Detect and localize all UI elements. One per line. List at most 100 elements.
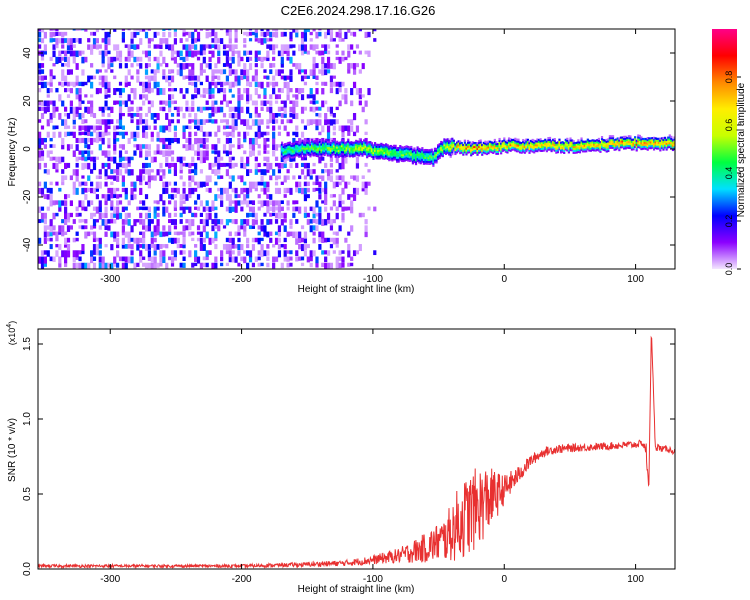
spectrogram-cell [326,169,331,177]
spectrogram-cell [40,29,45,33]
spectrogram-cell [107,194,111,201]
spectrogram-cell [228,38,232,44]
spectrogram-cell [536,144,539,147]
spectrogram-cell [165,187,169,194]
spectrogram-cell [345,147,348,150]
spectrogram-cell [170,94,175,100]
spectrogram-cell [107,106,111,111]
spectrogram-cell [485,141,489,144]
spectrogram-cell [142,256,146,260]
spectrogram-cell [168,81,172,87]
spectrogram-cell [539,138,542,141]
spectrogram-cell [388,149,391,152]
spectrogram-cell [40,194,45,198]
spectrogram-cell [336,142,339,145]
spectrogram-cell [626,144,629,147]
spectrogram-cell [118,106,123,114]
spectrogram-cell [150,69,154,74]
spectrogram-cell [81,100,85,104]
spectrogram-cell [133,113,137,117]
spectrogram-cell [246,94,250,102]
spectrogram-cell [185,206,189,210]
spectrogram-cell [248,56,253,61]
spectrogram-cell [455,149,459,152]
spectrogram-cell [537,146,541,149]
spectrogram-cell [659,141,662,144]
spectrogram-cell [361,141,364,144]
spectrogram-cell [585,146,588,149]
spectrogram-cell [566,143,569,146]
spectrogram-cell [220,38,224,44]
spectrogram-cell [222,113,227,118]
spectrogram-cell [569,141,572,144]
spectrogram-cell [168,100,172,108]
spectrogram-cell [293,142,296,145]
spectrogram-cell [40,206,45,211]
spectrogram-cell [46,88,50,94]
spectrogram-cell [338,81,342,88]
spectrogram-cell [144,31,149,39]
spectrogram-cell [303,175,308,180]
spectrogram-cell [438,145,441,148]
spectrogram-cell [329,237,334,242]
spectrogram-cell [69,175,73,181]
spectrogram-cell [673,144,675,147]
spectrogram-cell [165,125,169,131]
spectrogram-cell [130,169,134,176]
spectrogram-cell [350,146,353,150]
spectrogram-cell [312,154,315,157]
spectrogram-cell [182,125,186,133]
spectrogram-cell [389,158,392,161]
spectrogram-cell [282,149,285,152]
spectrogram-cell [662,140,665,143]
spectrogram-cell [336,154,339,157]
spectrogram-cell [356,142,359,145]
spectrogram-cell [170,156,175,162]
spectrogram-cell [561,146,564,150]
spectrogram-cell [98,206,102,213]
spectrogram-cell [199,50,204,56]
spectrogram-cell [618,141,621,144]
snr-x-axis-label: Height of straight line (km) [298,584,415,595]
spectrogram-cell [116,194,120,199]
spectrogram-cell [364,187,368,195]
spectrogram-cell [414,155,418,158]
spectrogram-cell [355,63,360,68]
spectrogram-cell [283,194,287,198]
spectrogram-cell [81,113,85,119]
spectrogram-cell [569,137,572,140]
spectrogram-cell [583,140,586,143]
spectrogram-cell [191,175,195,183]
spectrogram-cell [217,56,221,64]
spectrogram-cell [597,149,600,152]
spectrogram-cell [176,113,180,117]
spectrogram-cell [314,147,317,151]
spectrogram-cell [498,141,501,144]
spectrogram-cell [254,256,258,262]
spectrogram-cell [46,81,50,86]
spectrogram-cell [214,256,218,263]
spectrogram-cell [118,200,123,205]
spectrogram-cell [257,169,261,173]
spectrogram-cell [309,88,313,95]
spectrogram-cell [544,146,547,149]
spectrogram-cell [489,140,492,143]
spectrogram-cell [600,136,604,139]
spectrogram-cell [286,56,290,61]
spectrogram-cell [649,141,652,144]
spectrogram-cell [509,140,512,143]
spectrogram-cell [435,147,438,151]
spectrogram-cell [566,141,569,144]
spectrogram-cell [87,125,91,132]
spectrogram-cell [454,147,457,150]
spectrogram-cell [289,156,293,162]
spectrogram-cell [358,152,361,155]
spectrogram-cell [325,142,328,145]
spectrogram-cell [476,153,479,156]
spectrogram-cell [338,181,342,186]
spectrogram-cell [162,212,166,217]
spectrogram-cell [127,237,131,244]
spectrogram-cell [168,75,172,81]
spectrogram-cell [272,119,276,124]
spectrogram-cell [280,149,284,152]
